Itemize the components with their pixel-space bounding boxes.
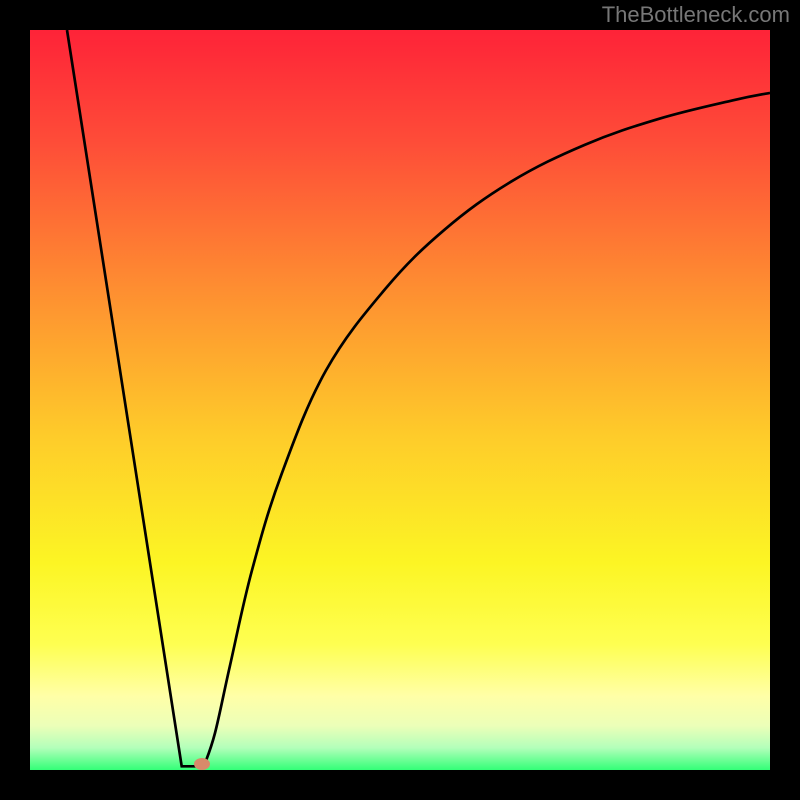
- optimal-marker: [194, 758, 210, 770]
- bottleneck-curve: [67, 30, 770, 766]
- watermark-text: TheBottleneck.com: [602, 2, 790, 28]
- plot-area: [30, 30, 770, 770]
- curve-svg: [30, 30, 770, 770]
